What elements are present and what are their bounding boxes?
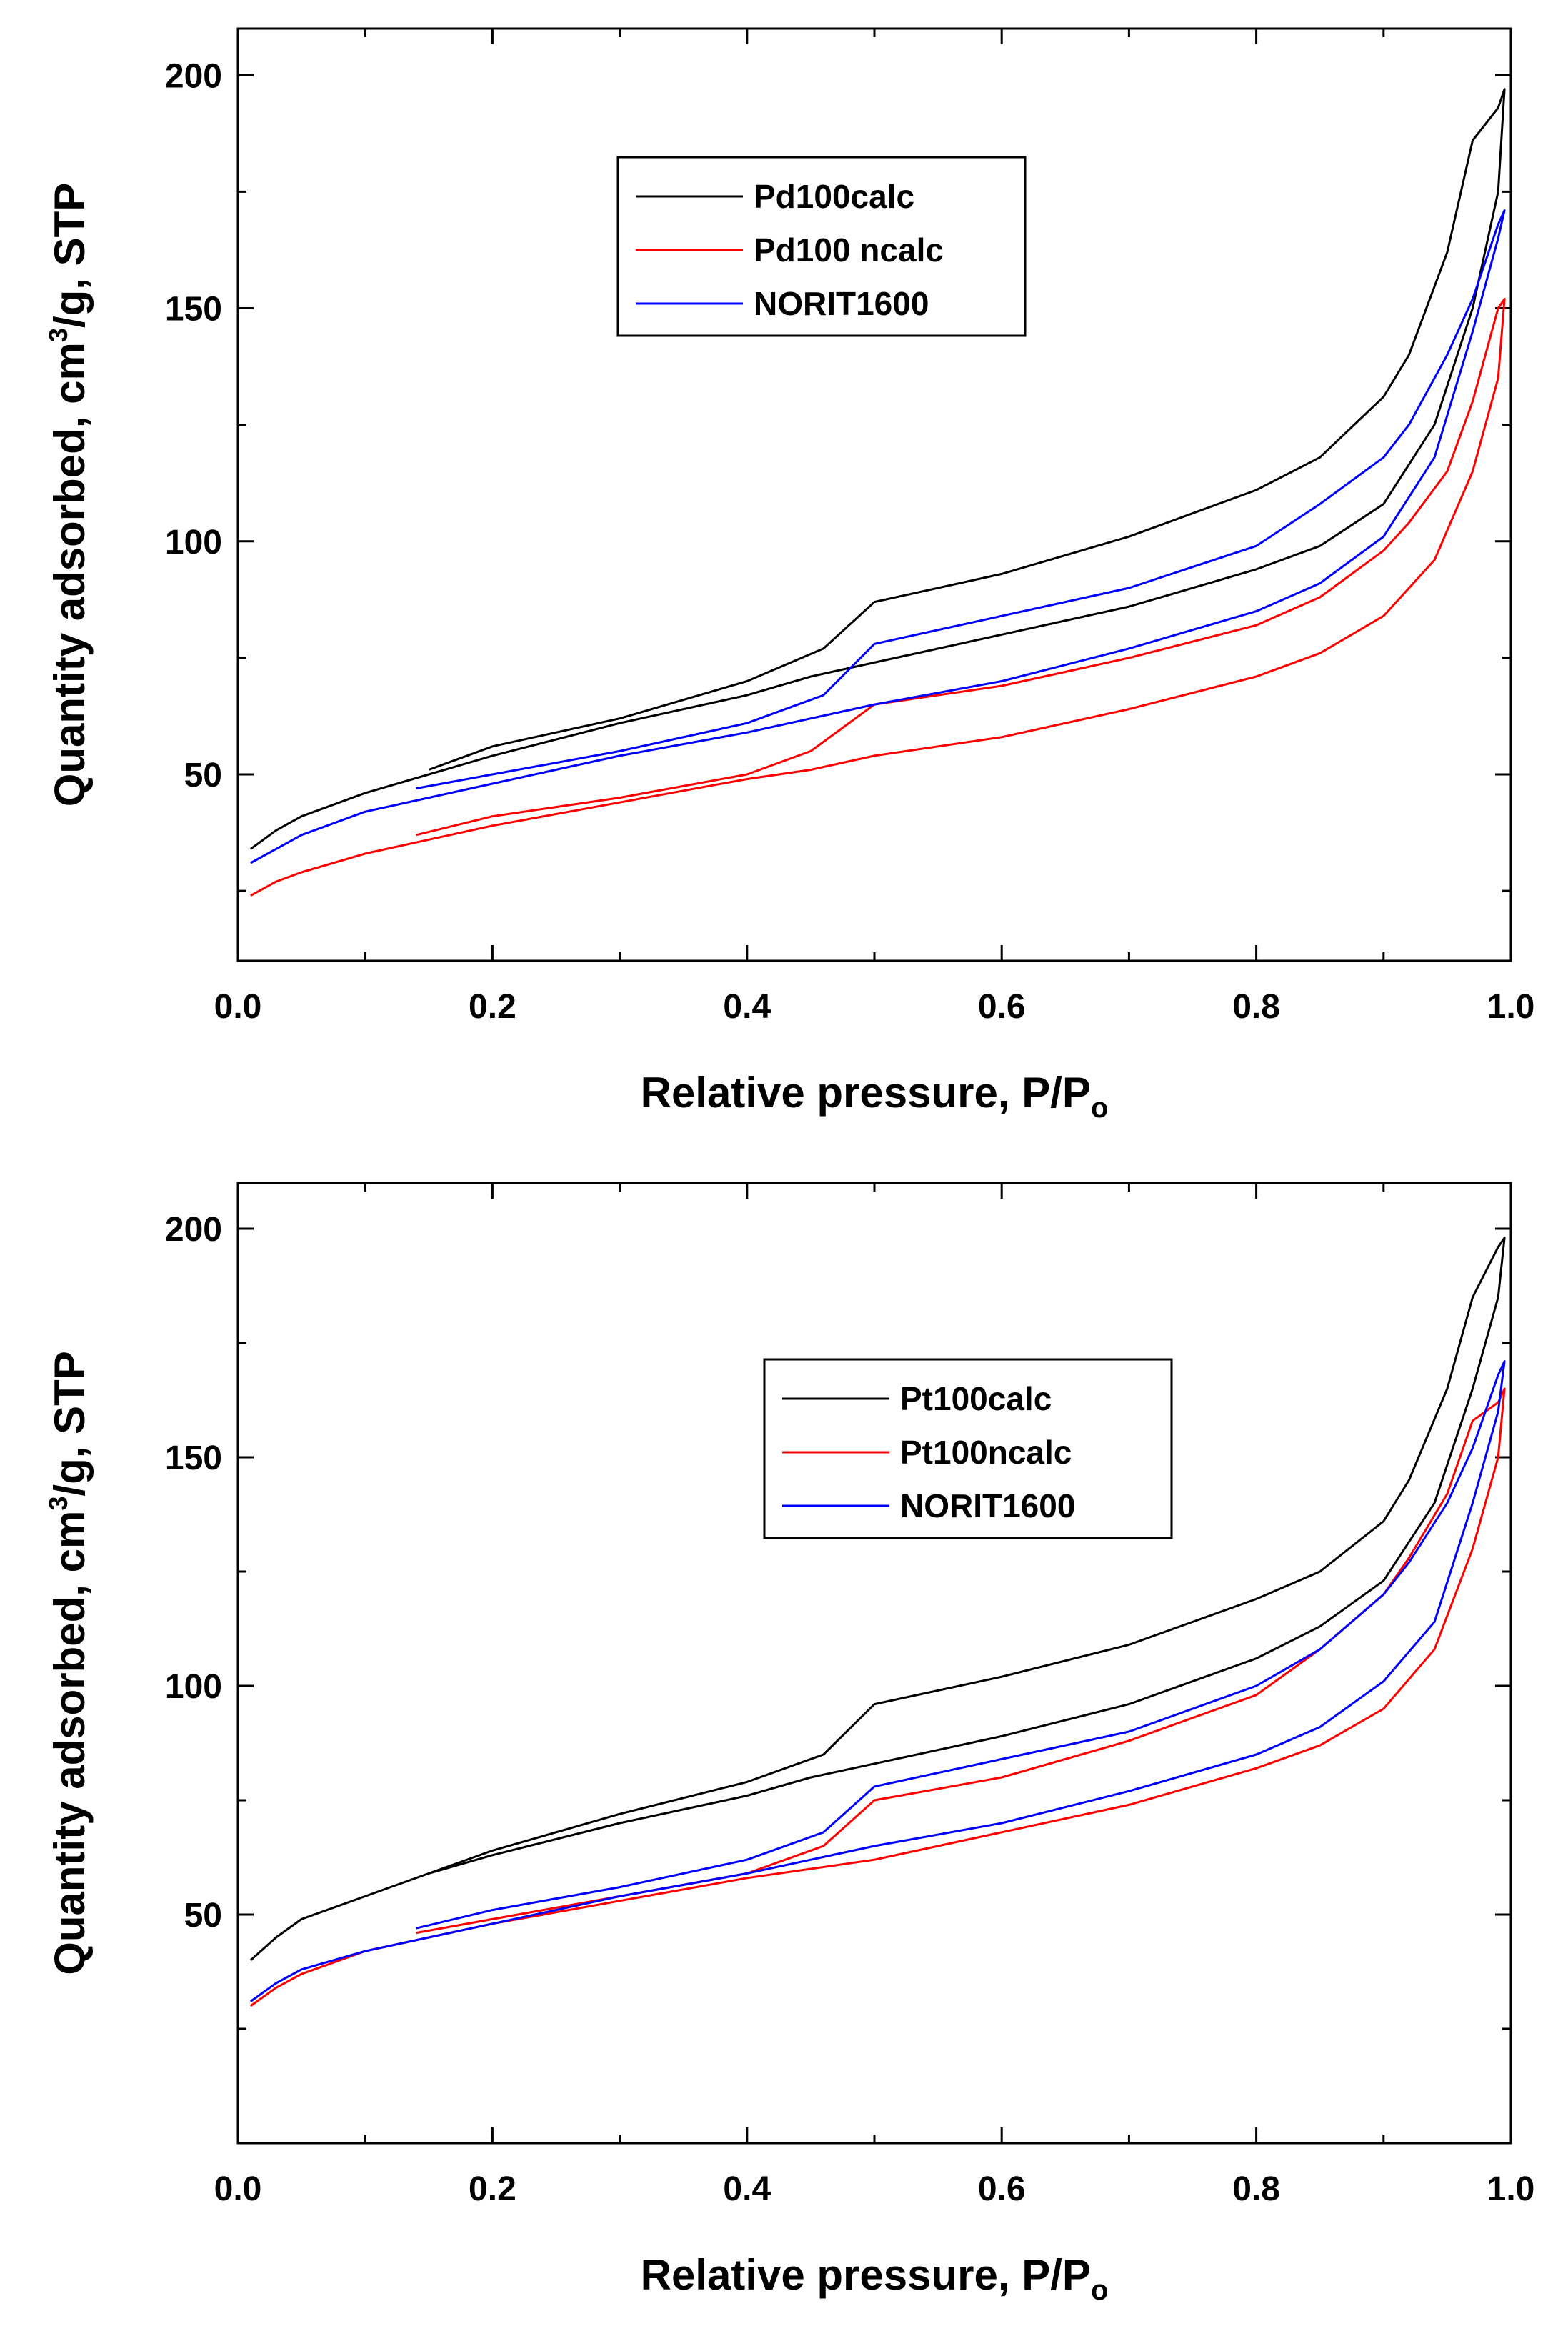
x-tick-label: 0.4 xyxy=(723,988,771,1026)
y-axis-title: Quantity adsorbed, cm3/g, STP xyxy=(44,183,94,807)
chart-panel-top: 0.0 0.2 0.4 0.6 0.8 1.0 50 100 150 200 Relative pr… xyxy=(44,27,1535,1124)
x-axis-title: Relative pressure, P/Po xyxy=(641,2251,1109,2306)
y-axis-title: Quantity adsorbed, cm3/g, STP xyxy=(44,1351,94,1975)
x-tick-label: 0.0 xyxy=(214,2170,262,2208)
x-tick-label: 0.2 xyxy=(469,988,516,1026)
y-tick-label: 50 xyxy=(184,757,222,794)
x-tick-label: 0.0 xyxy=(214,988,262,1026)
legend-box xyxy=(763,1358,1173,1539)
legend-label: Pd100 ncalc xyxy=(754,231,944,269)
series-line-norit1600 xyxy=(250,209,1506,864)
series-line-pd100-ncalc xyxy=(250,298,1506,897)
legend-box xyxy=(616,156,1027,337)
isotherm-chart-pt: 0.0 0.2 0.4 0.6 0.8 1.0 50 100 150 200 Relative pr… xyxy=(44,1182,1535,2306)
x-tick-label: 0.8 xyxy=(1232,988,1280,1026)
x-tick-label: 0.4 xyxy=(723,2170,771,2208)
y-tick-label: 200 xyxy=(165,57,222,95)
x-axis-title: Relative pressure, P/Po xyxy=(641,1069,1109,1124)
x-tick-label: 1.0 xyxy=(1487,988,1535,1026)
y-tick-label: 100 xyxy=(165,1668,222,1706)
x-tick-label: 0.8 xyxy=(1232,2170,1280,2208)
y-tick-label: 150 xyxy=(165,291,222,329)
x-tick-label: 1.0 xyxy=(1487,2170,1535,2208)
plot-frame xyxy=(236,1182,1512,2145)
series-line-pt100ncalc xyxy=(249,1387,1506,2007)
legend-label: Pd100calc xyxy=(754,178,914,215)
series-line-pd100calc xyxy=(249,88,1506,850)
legend-label: NORIT1600 xyxy=(900,1487,1075,1524)
legend-label: NORIT1600 xyxy=(754,285,929,322)
y-tick-label: 150 xyxy=(165,1439,222,1477)
x-tick-label: 0.6 xyxy=(978,2170,1026,2208)
isotherm-chart-pd: 0.0 0.2 0.4 0.6 0.8 1.0 50 100 150 200 Relative pr… xyxy=(44,27,1535,1124)
y-tick-label: 200 xyxy=(165,1211,222,1249)
x-tick-label: 0.2 xyxy=(469,2170,516,2208)
x-tick-label: 0.6 xyxy=(978,988,1026,1026)
chart-panel-bottom: 0.0 0.2 0.4 0.6 0.8 1.0 50 100 150 200 Relative pr… xyxy=(0,1163,1568,2326)
y-tick-label: 100 xyxy=(165,524,222,561)
series-line-pt100calc xyxy=(249,1237,1506,1962)
legend-label: Pt100calc xyxy=(900,1380,1052,1417)
y-tick-label: 50 xyxy=(184,1897,222,1935)
legend-label: Pt100ncalc xyxy=(900,1434,1072,1471)
series-line-norit1600 xyxy=(249,1360,1506,2002)
